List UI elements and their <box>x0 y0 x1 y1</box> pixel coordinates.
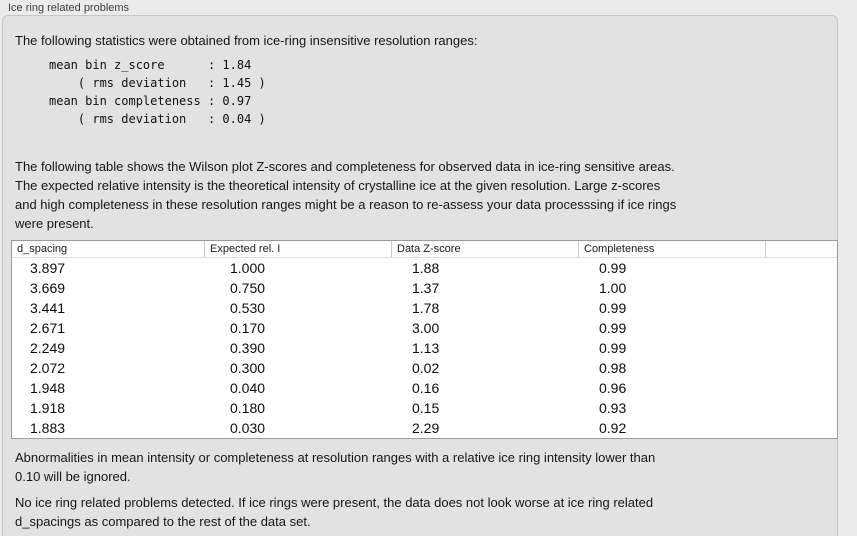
cell-completeness: 0.99 <box>599 260 627 276</box>
table-header-row: d_spacing Expected rel. I Data Z-score C… <box>12 241 837 258</box>
stats-block: mean bin z_score : 1.84 ( rms deviation … <box>49 58 266 126</box>
cell-completeness: 0.96 <box>599 380 627 396</box>
table-row[interactable]: 1.918 0.180 0.15 0.93 <box>12 398 837 418</box>
cell-completeness: 0.93 <box>599 400 627 416</box>
table-description-line: were present. <box>15 216 94 231</box>
table-description-line: The expected relative intensity is the t… <box>15 178 661 193</box>
col-header-expected-rel-i[interactable]: Expected rel. I <box>205 241 392 257</box>
cell-d-spacing: 1.883 <box>30 420 66 436</box>
table-description-line: and high completeness in these resolutio… <box>15 197 677 212</box>
ice-ring-panel: The following statistics were obtained f… <box>2 15 838 536</box>
table-row[interactable]: 1.883 0.030 2.29 0.92 <box>12 418 837 438</box>
cell-data-z-score: 1.78 <box>412 300 440 316</box>
ignore-note-text: Abnormalities in mean intensity or compl… <box>15 448 655 486</box>
cell-expected-rel-i: 0.750 <box>230 280 266 296</box>
conclusion-text: No ice ring related problems detected. I… <box>15 493 653 531</box>
cell-completeness: 1.00 <box>599 280 627 296</box>
cell-completeness: 0.99 <box>599 300 627 316</box>
cell-expected-rel-i: 0.300 <box>230 360 266 376</box>
cell-data-z-score: 0.15 <box>412 400 440 416</box>
cell-d-spacing: 3.897 <box>30 260 66 276</box>
cell-expected-rel-i: 0.530 <box>230 300 266 316</box>
cell-d-spacing: 2.072 <box>30 360 66 376</box>
panel-title: Ice ring related problems <box>8 2 130 14</box>
cell-completeness: 0.98 <box>599 360 627 376</box>
conclusion-line: d_spacings as compared to the rest of th… <box>15 514 311 529</box>
cell-data-z-score: 2.29 <box>412 420 440 436</box>
table-row[interactable]: 3.669 0.750 1.37 1.00 <box>12 278 837 298</box>
ignore-note-line: 0.10 will be ignored. <box>15 469 131 484</box>
cell-spacer <box>766 398 837 418</box>
cell-d-spacing: 3.441 <box>30 300 66 316</box>
cell-spacer <box>766 298 837 318</box>
table-row[interactable]: 2.249 0.390 1.13 0.99 <box>12 338 837 358</box>
cell-d-spacing: 2.671 <box>30 320 66 336</box>
cell-d-spacing: 1.918 <box>30 400 66 416</box>
table-body: 3.897 1.000 1.88 0.99 3.669 0.750 1.37 1… <box>12 258 837 438</box>
cell-spacer <box>766 378 837 398</box>
table-row[interactable]: 3.897 1.000 1.88 0.99 <box>12 258 837 278</box>
cell-spacer <box>766 338 837 358</box>
cell-spacer <box>766 358 837 378</box>
table-description-text: The following table shows the Wilson plo… <box>15 157 676 233</box>
cell-d-spacing: 1.948 <box>30 380 66 396</box>
conclusion-line: No ice ring related problems detected. I… <box>15 495 654 510</box>
cell-spacer <box>766 418 837 438</box>
cell-spacer <box>766 278 837 298</box>
col-header-spacer <box>766 241 837 257</box>
col-header-d-spacing[interactable]: d_spacing <box>12 241 205 257</box>
cell-expected-rel-i: 0.030 <box>230 420 266 436</box>
cell-d-spacing: 2.249 <box>30 340 66 356</box>
cell-spacer <box>766 258 837 278</box>
table-row[interactable]: 3.441 0.530 1.78 0.99 <box>12 298 837 318</box>
stats-intro-text: The following statistics were obtained f… <box>15 33 478 48</box>
cell-completeness: 0.92 <box>599 420 627 436</box>
col-header-completeness[interactable]: Completeness <box>579 241 766 257</box>
cell-data-z-score: 1.13 <box>412 340 440 356</box>
cell-data-z-score: 0.02 <box>412 360 440 376</box>
cell-d-spacing: 3.669 <box>30 280 66 296</box>
cell-completeness: 0.99 <box>599 320 627 336</box>
ice-ring-table: d_spacing Expected rel. I Data Z-score C… <box>11 240 838 439</box>
ignore-note-line: Abnormalities in mean intensity or compl… <box>15 450 656 465</box>
table-row[interactable]: 1.948 0.040 0.16 0.96 <box>12 378 837 398</box>
col-header-data-z-score[interactable]: Data Z-score <box>392 241 579 257</box>
cell-expected-rel-i: 1.000 <box>230 260 266 276</box>
cell-data-z-score: 0.16 <box>412 380 440 396</box>
cell-spacer <box>766 318 837 338</box>
cell-expected-rel-i: 0.040 <box>230 380 266 396</box>
table-row[interactable]: 2.671 0.170 3.00 0.99 <box>12 318 837 338</box>
cell-data-z-score: 1.88 <box>412 260 440 276</box>
table-row[interactable]: 2.072 0.300 0.02 0.98 <box>12 358 837 378</box>
cell-expected-rel-i: 0.390 <box>230 340 266 356</box>
cell-expected-rel-i: 0.170 <box>230 320 266 336</box>
cell-expected-rel-i: 0.180 <box>230 400 266 416</box>
cell-completeness: 0.99 <box>599 340 627 356</box>
cell-data-z-score: 3.00 <box>412 320 440 336</box>
cell-data-z-score: 1.37 <box>412 280 440 296</box>
table-description-line: The following table shows the Wilson plo… <box>15 159 675 174</box>
